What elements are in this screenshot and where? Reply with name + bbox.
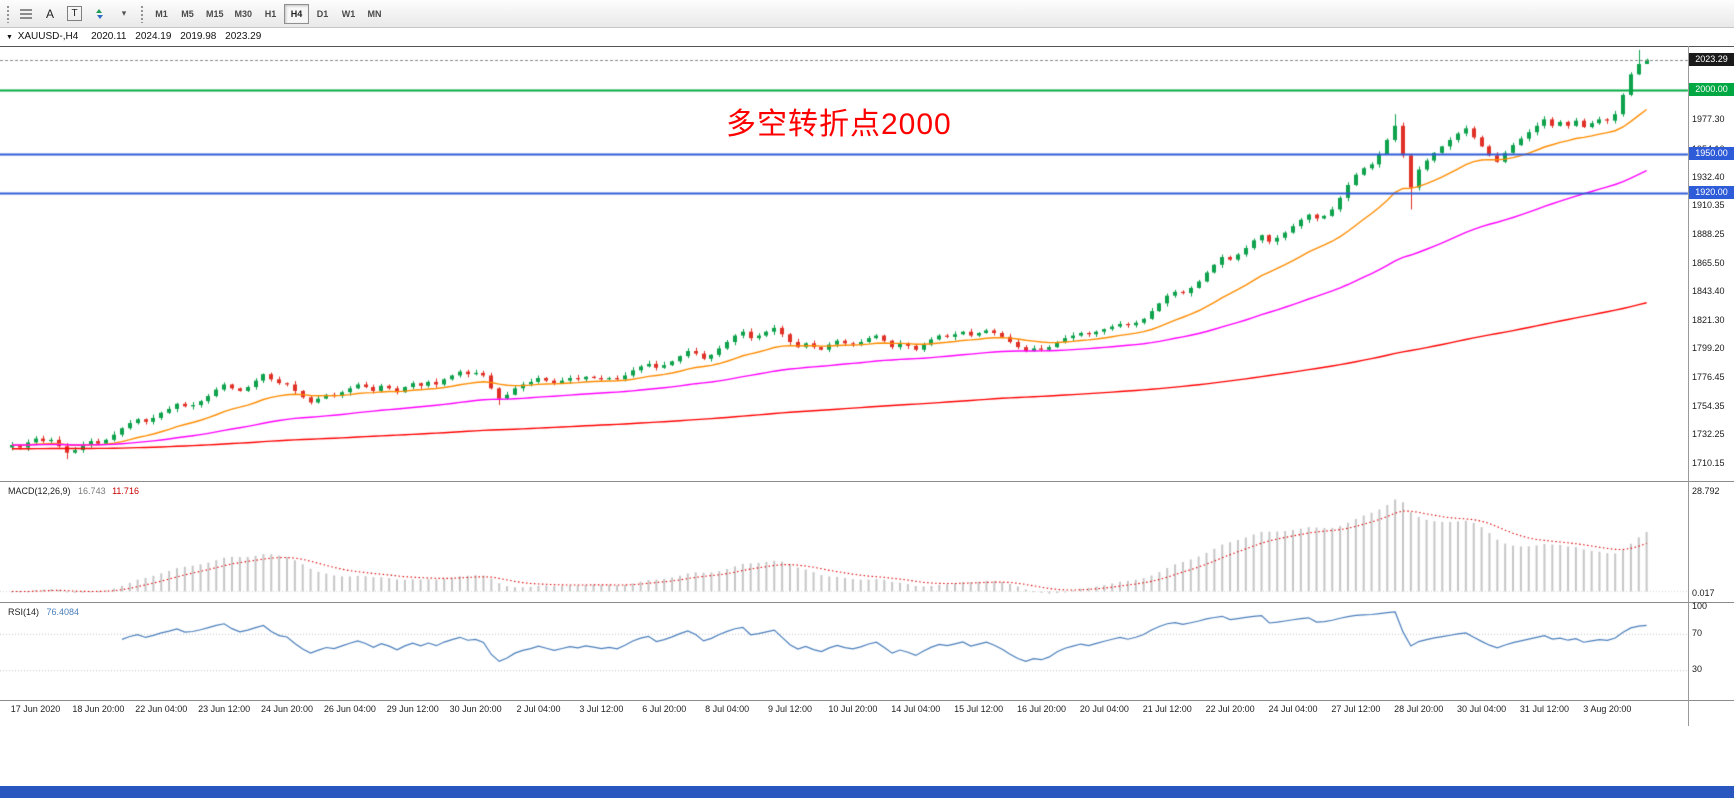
rsi-level-70-label: 70 — [1692, 628, 1703, 638]
macd-label: MACD(12,26,9) 16.743 11.716 — [8, 486, 139, 496]
price-axis-label: 1732.25 — [1692, 429, 1725, 440]
cursor-tool-a-button[interactable]: A — [39, 3, 61, 25]
time-axis-label: 24 Jul 04:00 — [1268, 704, 1318, 714]
price-axis-label: 1977.30 — [1692, 113, 1725, 124]
macd-axis-max-label: 28.792 — [1692, 486, 1720, 496]
symbol-marker-icon: ▼ — [6, 34, 13, 41]
taskbar-strip — [0, 786, 1734, 798]
price-axis-label: 1910.35 — [1692, 200, 1725, 211]
toolbar-dropdown-button[interactable]: ▾ — [113, 3, 135, 25]
macd-value-main: 16.743 — [78, 486, 106, 496]
time-axis-label: 31 Jul 12:00 — [1519, 704, 1569, 714]
price-axis-label: 1776.45 — [1692, 372, 1725, 383]
chart-frame-line — [0, 46, 1734, 47]
price-line-badge-2000: 2000.00 — [1689, 82, 1734, 96]
time-axis-label: 30 Jul 04:00 — [1457, 704, 1507, 714]
current-price-badge: 2023.29 — [1689, 52, 1734, 66]
price-line-badge-1950: 1950.00 — [1689, 147, 1734, 161]
time-axis-label: 6 Jul 20:00 — [642, 704, 687, 714]
time-axis-label: 15 Jul 12:00 — [954, 704, 1004, 714]
time-axis[interactable]: 17 Jun 2020 18 Jun 20:00 22 Jun 04:00 23 Ju… — [0, 700, 1734, 726]
arrows-icon — [96, 8, 103, 19]
timeframe-button-m5[interactable]: M5 — [175, 4, 200, 24]
time-axis-label: 3 Aug 20:00 — [1583, 704, 1632, 714]
macd-axis-zero-label: 0.017 — [1692, 588, 1715, 598]
price-axis-label: 1754.35 — [1692, 400, 1725, 411]
timeframe-button-m30[interactable]: M30 — [230, 4, 258, 24]
indicators-button[interactable] — [88, 3, 111, 25]
time-axis-label: 22 Jun 04:00 — [135, 704, 188, 714]
time-axis-label: 10 Jul 20:00 — [828, 704, 878, 714]
time-axis-label: 17 Jun 2020 — [10, 704, 61, 714]
timeframe-button-d1[interactable]: D1 — [310, 4, 335, 24]
time-axis-label: 22 Jul 20:00 — [1205, 704, 1255, 714]
time-axis-label: 26 Jun 04:00 — [323, 704, 376, 714]
ohlc-low: 2019.98 — [180, 31, 217, 42]
list-icon — [20, 8, 32, 19]
time-axis-label: 27 Jul 12:00 — [1331, 704, 1381, 714]
time-axis-label: 8 Jul 04:00 — [705, 704, 750, 714]
annotation-text: 多空转折点2000 — [726, 108, 952, 141]
macd-value-signal: 11.716 — [112, 486, 139, 496]
time-axis-label: 2 Jul 04:00 — [516, 704, 561, 714]
price-scale-border — [1688, 46, 1689, 726]
rsi-label: RSI(14) 76.4084 — [8, 607, 79, 617]
rsi-level-100-label: 100 — [1692, 601, 1708, 611]
price-axis-label: 1843.40 — [1692, 286, 1725, 297]
price-axis-label: 1865.50 — [1692, 257, 1725, 268]
time-axis-label: 23 Jun 12:00 — [198, 704, 251, 714]
timeframe-button-w1[interactable]: W1 — [336, 4, 361, 24]
timeframe-button-h1[interactable]: H1 — [258, 4, 283, 24]
ohlc-open: 2020.11 — [91, 31, 127, 42]
price-axis-label: 1888.25 — [1692, 228, 1725, 239]
time-axis-label: 20 Jul 04:00 — [1079, 704, 1129, 714]
symbol-period-label: XAUUSD-,H4 — [17, 31, 79, 42]
time-axis-label: 18 Jun 20:00 — [72, 704, 125, 714]
toolbar: A T ▾ M1 M5 M15 M30 H1 H4 D1 W1 MN — [0, 0, 1734, 28]
price-line-badge-1920: 1920.00 — [1689, 185, 1734, 199]
timeframe-button-mn[interactable]: MN — [362, 4, 387, 24]
ohlc-high: 2024.19 — [135, 31, 172, 42]
chart-list-icon[interactable] — [15, 3, 37, 25]
toolbar-grip[interactable] — [6, 4, 10, 23]
time-axis-label: 30 Jun 20:00 — [449, 704, 502, 714]
price-axis-label: 1821.30 — [1692, 314, 1725, 325]
price-axis-label: 1710.15 — [1692, 457, 1725, 468]
timeframe-toolbar: M1 M5 M15 M30 H1 H4 D1 W1 MN — [149, 3, 387, 24]
timeframe-button-m1[interactable]: M1 — [149, 4, 174, 24]
rsi-pane-separator[interactable] — [0, 602, 1734, 603]
time-axis-label: 3 Jul 12:00 — [579, 704, 624, 714]
price-axis-label: 1799.20 — [1692, 343, 1725, 354]
chevron-down-icon: ▾ — [121, 8, 127, 18]
price-axis-label: 1932.40 — [1692, 171, 1725, 182]
time-axis-label: 14 Jul 04:00 — [891, 704, 941, 714]
macd-pane-separator[interactable] — [0, 481, 1734, 482]
time-axis-label: 16 Jul 20:00 — [1016, 704, 1066, 714]
time-axis-label: 29 Jun 12:00 — [386, 704, 439, 714]
timeframe-button-m15[interactable]: M15 — [201, 4, 229, 24]
text-tool-icon: T — [67, 6, 82, 21]
text-tool-button[interactable]: T — [63, 3, 86, 25]
macd-name: MACD(12,26,9) — [8, 486, 71, 496]
time-axis-label: 28 Jul 20:00 — [1394, 704, 1444, 714]
ohlc-close: 2023.29 — [225, 31, 262, 42]
rsi-level-30-label: 30 — [1692, 664, 1703, 674]
rsi-name: RSI(14) — [8, 607, 40, 617]
time-axis-label: 9 Jul 12:00 — [767, 704, 813, 714]
toolbar-grip[interactable] — [140, 4, 144, 23]
time-axis-label: 24 Jun 20:00 — [260, 704, 314, 714]
timeframe-button-h4[interactable]: H4 — [284, 3, 310, 24]
chart-ohlc-header: ▼ XAUUSD-,H4 2020.11 2024.19 2019.98 202… — [6, 31, 267, 42]
rsi-value: 76.4084 — [46, 607, 80, 617]
time-axis-label: 21 Jul 12:00 — [1142, 704, 1192, 714]
time-axis-separator — [0, 700, 1734, 701]
